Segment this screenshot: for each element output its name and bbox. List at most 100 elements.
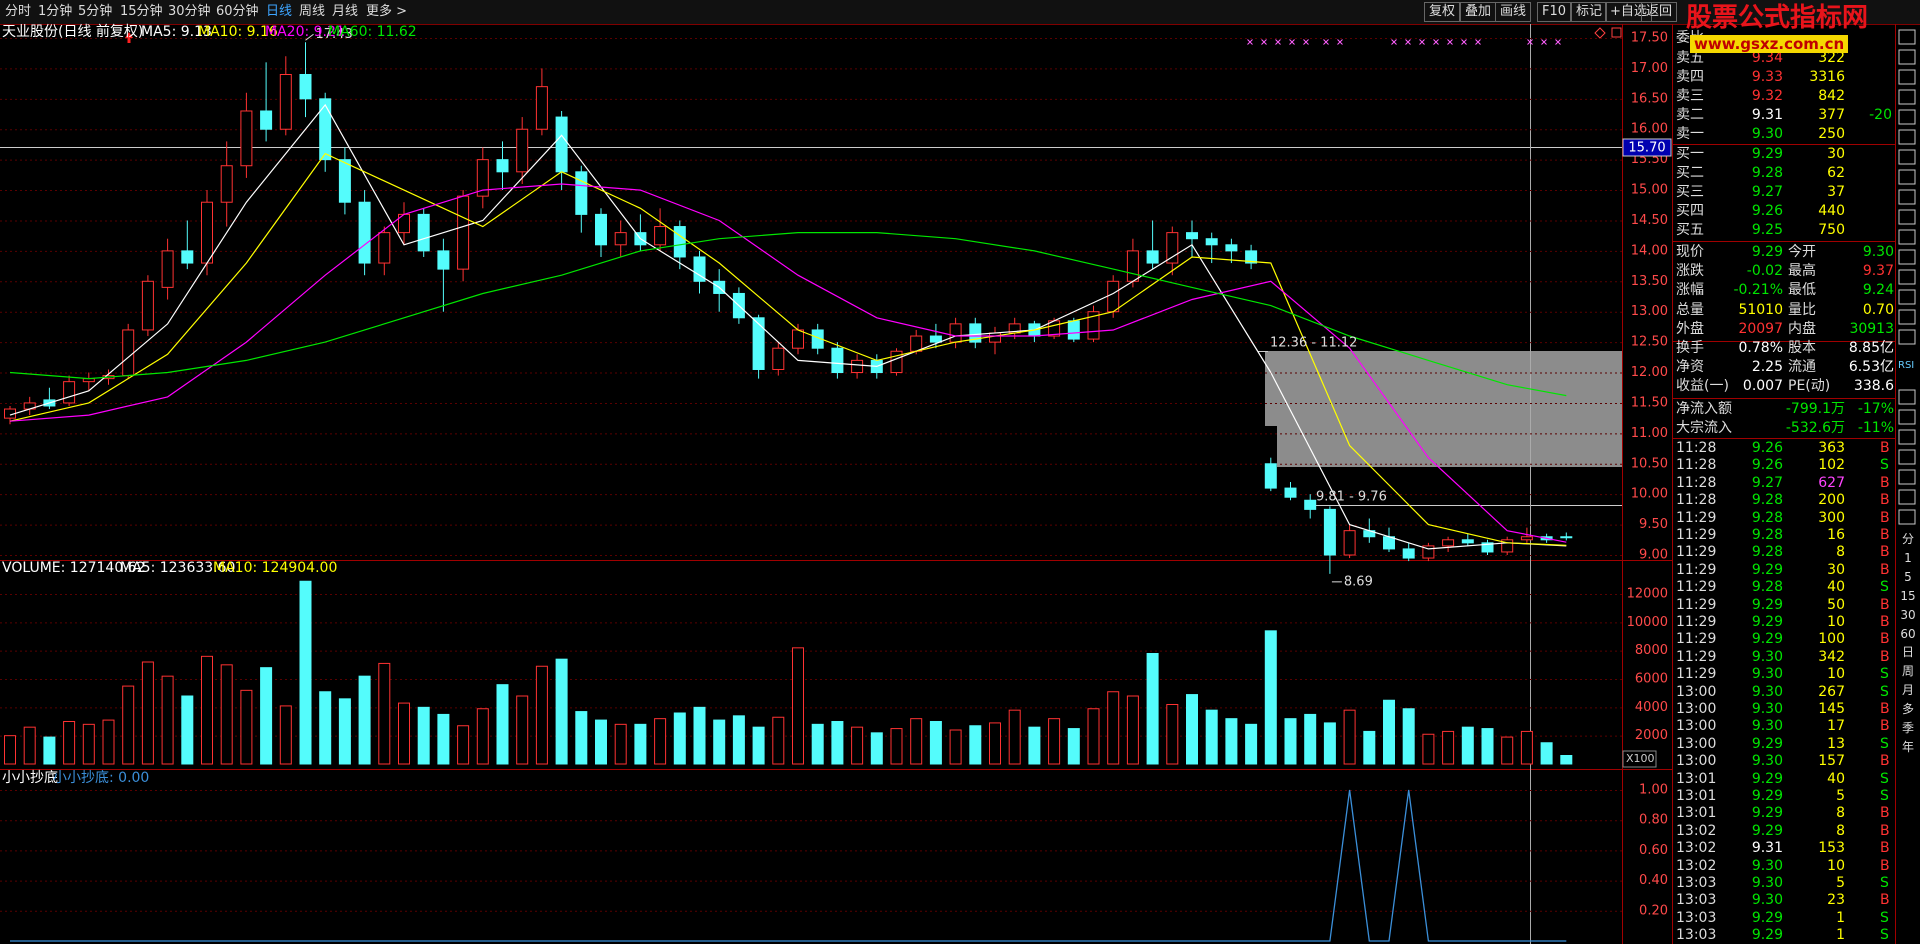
trade-price: 9.29: [1751, 735, 1783, 752]
period-tab[interactable]: 5分钟: [78, 4, 113, 19]
tool-button[interactable]: 返回: [1641, 2, 1678, 22]
ma-line: [9, 232, 1567, 397]
trade-time: 11:29: [1676, 544, 1717, 561]
tool-button[interactable]: F10: [1537, 2, 1572, 22]
side-period[interactable]: 多: [1901, 702, 1914, 717]
ma-line: [9, 152, 1567, 546]
stat-value: 8.85亿: [1848, 340, 1894, 356]
quote-volume: 30: [1827, 145, 1845, 162]
volume-bar: [989, 722, 1001, 765]
side-period[interactable]: 分: [1901, 532, 1914, 546]
candle-body: [319, 98, 332, 161]
quote-label: 买一: [1676, 145, 1704, 162]
stat-label: 最高: [1788, 263, 1816, 280]
trade-price: 9.26: [1751, 457, 1783, 474]
candle-body: [1304, 499, 1317, 510]
trade-side: B: [1880, 440, 1890, 456]
y-tick-label: 14.00: [1631, 243, 1668, 258]
trade-volume: 200: [1818, 492, 1845, 509]
period-tab[interactable]: 60分钟: [216, 4, 259, 19]
trade-time: 13:00: [1676, 753, 1717, 770]
trade-time: 13:00: [1676, 701, 1717, 717]
volume-bar: [792, 647, 804, 765]
volume-bar: [614, 723, 627, 765]
quote-price: 9.29: [1751, 145, 1783, 162]
volume-bar: [23, 726, 36, 765]
tool-button[interactable]: 标记: [1571, 2, 1608, 22]
stat-label: 外盘: [1676, 320, 1704, 337]
volume-bar: [1363, 730, 1376, 765]
trade-price: 9.26: [1751, 440, 1783, 456]
period-tab[interactable]: 周线: [299, 4, 326, 19]
trade-time: 13:01: [1676, 788, 1717, 804]
candle-body: [1186, 232, 1198, 240]
volume-bar: [516, 695, 529, 765]
signal-marker: [1391, 39, 1397, 45]
trade-time: 11:29: [1676, 579, 1717, 596]
period-tab[interactable]: 30分钟: [168, 4, 211, 19]
trade-side: B: [1880, 892, 1890, 909]
trade-time: 11:29: [1676, 666, 1717, 683]
stat-value: 9.24: [1862, 282, 1894, 299]
trade-price: 9.29: [1751, 770, 1783, 787]
trade-side: B: [1880, 857, 1890, 874]
signal-marker: [1275, 39, 1281, 45]
side-period[interactable]: 60: [1900, 626, 1916, 641]
volume-bar: [181, 695, 194, 765]
period-tab[interactable]: 1分钟: [38, 4, 73, 19]
volume-bar: [1343, 709, 1356, 765]
trade-volume: 17: [1827, 718, 1845, 735]
volume-bar: [338, 698, 351, 765]
period-tab[interactable]: 15分钟: [120, 4, 163, 19]
candle-body: [654, 226, 667, 246]
trade-time: 11:29: [1676, 527, 1717, 543]
flow-value: -799.1万: [1785, 401, 1845, 417]
volume-bar: [496, 684, 509, 765]
candle-body: [1481, 542, 1494, 553]
tool-button[interactable]: 画线: [1495, 2, 1532, 22]
candle-body: [141, 280, 154, 331]
volume-bar: [1560, 755, 1573, 765]
candle-body: [792, 329, 804, 349]
period-tab[interactable]: 更多 >: [366, 4, 408, 19]
side-period[interactable]: 15: [1900, 588, 1916, 603]
volume-bar: [1186, 694, 1198, 765]
side-period[interactable]: 1: [1904, 550, 1912, 565]
high-label: 17.43: [316, 27, 353, 42]
side-period[interactable]: 周: [1901, 664, 1914, 679]
side-period[interactable]: 季: [1901, 721, 1914, 735]
candle-body: [1442, 539, 1455, 547]
candle-body: [1343, 530, 1356, 556]
trade-volume: 8: [1836, 822, 1845, 839]
side-rsi[interactable]: RSI: [1898, 360, 1915, 371]
side-period[interactable]: 日: [1901, 645, 1914, 660]
trade-price: 9.29: [1751, 909, 1783, 926]
quote-label: 买四: [1676, 202, 1704, 219]
candle-body: [1284, 487, 1297, 498]
tool-button[interactable]: 复权: [1424, 2, 1461, 22]
side-period[interactable]: 月: [1901, 683, 1914, 698]
tool-button[interactable]: +自选: [1605, 2, 1652, 22]
candle-body: [201, 201, 213, 264]
indicator-name: 小小抄底: [2, 770, 58, 786]
volume-bar: [634, 723, 647, 765]
quote-price: 9.34: [1751, 50, 1783, 66]
period-tab[interactable]: 月线: [332, 4, 359, 19]
trade-time: 13:03: [1676, 909, 1717, 926]
candle-body: [1126, 250, 1139, 282]
stat-value: -0.21%: [1733, 282, 1783, 299]
trade-time: 11:29: [1676, 509, 1717, 526]
trade-volume: 10: [1827, 666, 1845, 683]
side-period[interactable]: 年: [1901, 739, 1914, 754]
tool-button[interactable]: 叠加: [1460, 2, 1497, 22]
volume-bar: [969, 725, 982, 765]
candle-body: [1501, 539, 1514, 553]
period-tab[interactable]: 日线: [266, 4, 293, 19]
side-period[interactable]: 30: [1900, 607, 1916, 622]
candle-body: [1146, 250, 1159, 264]
trade-volume: 5: [1836, 875, 1845, 891]
side-period[interactable]: 5: [1904, 569, 1912, 584]
candle-body: [949, 323, 962, 343]
period-tab[interactable]: 分时: [5, 4, 32, 19]
